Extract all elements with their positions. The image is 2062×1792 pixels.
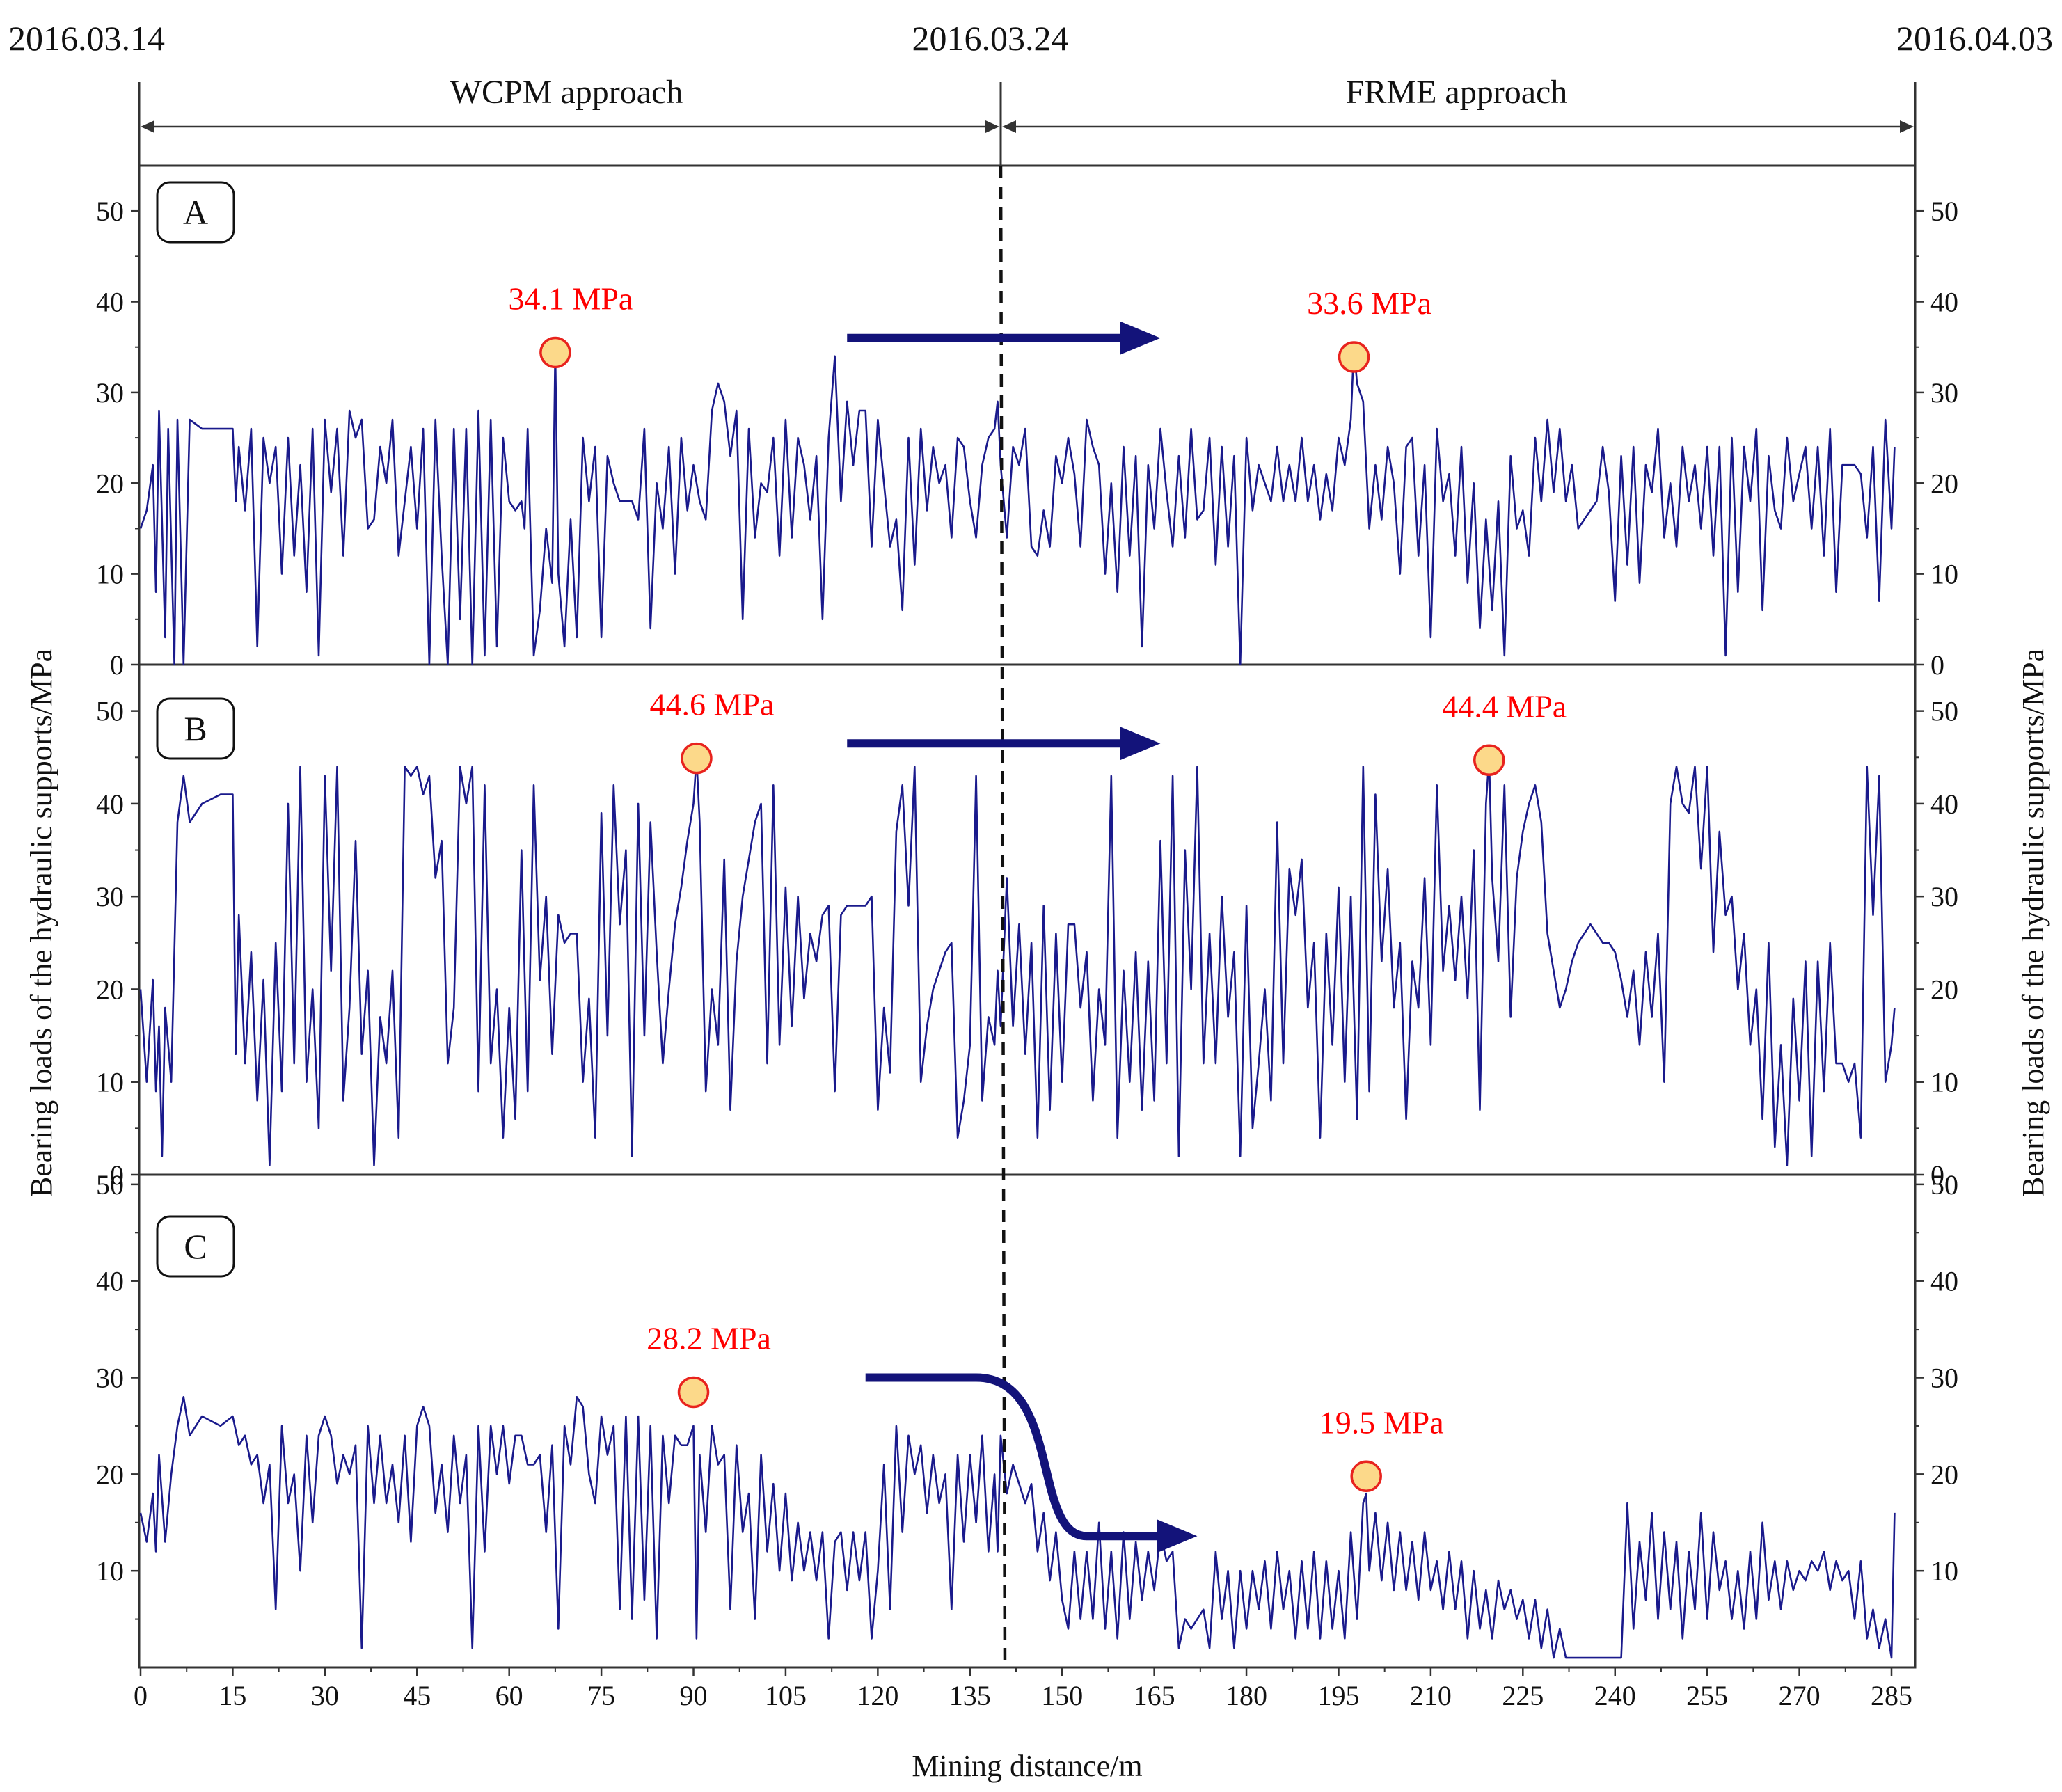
panel-a: 0 0 10 10 20 20 30 30 40 40 50 50 A 34.1 MPa 33.6 MPa xyxy=(96,181,1958,681)
x-tick-label: 15 xyxy=(219,1680,246,1711)
y-tick-label-right: 50 xyxy=(1930,696,1958,727)
peak-marker xyxy=(677,1376,710,1409)
x-tick-label: 255 xyxy=(1686,1680,1728,1711)
y-axis-title-right: Bearing loads of the hydraulic supports/… xyxy=(2016,649,2050,1197)
y-tick-label-left: 10 xyxy=(96,1067,124,1098)
panel-b: 0 0 10 10 20 20 30 30 40 40 50 50 B 44.6 MPa 44.4 MPa xyxy=(96,687,1958,1191)
y-tick-label-right: 10 xyxy=(1930,559,1958,590)
y-tick-label-right: 0 xyxy=(1930,1159,1944,1191)
x-axis: 0 15 30 45 60 75 90 105 120 135 150 165 180 195 210 225… xyxy=(134,1667,1912,1711)
x-tick-label: 180 xyxy=(1226,1680,1267,1711)
trend-arrow-curve xyxy=(865,1373,1177,1541)
panel-label-c: C xyxy=(184,1227,207,1266)
peak-label: 28.2 MPa xyxy=(647,1321,771,1356)
series-line-c xyxy=(139,1396,1896,1659)
date-middle: 2016.03.24 xyxy=(912,19,1069,58)
date-end: 2016.04.03 xyxy=(1896,19,2053,58)
x-tick-label: 210 xyxy=(1410,1680,1452,1711)
y-tick-label-right: 30 xyxy=(1930,881,1958,912)
y-tick-label-left: 40 xyxy=(96,1266,124,1297)
series-line-a xyxy=(139,346,1896,666)
y-tick-label-left: 30 xyxy=(96,377,124,409)
x-tick-label: 165 xyxy=(1134,1680,1175,1711)
trend-arrow-head xyxy=(1120,321,1161,355)
x-tick-label: 270 xyxy=(1779,1680,1821,1711)
y-tick-label-left: 50 xyxy=(96,696,124,727)
peak-label: 19.5 MPa xyxy=(1319,1404,1444,1440)
x-tick-label: 90 xyxy=(680,1680,708,1711)
x-tick-label: 45 xyxy=(403,1680,431,1711)
x-tick-label: 30 xyxy=(311,1680,339,1711)
y-tick-label-left: 20 xyxy=(96,468,124,499)
date-start: 2016.03.14 xyxy=(8,19,165,58)
peak-marker xyxy=(1338,341,1370,373)
x-tick-label: 150 xyxy=(1041,1680,1083,1711)
x-tick-label: 225 xyxy=(1502,1680,1544,1711)
y-tick-label-right: 30 xyxy=(1930,377,1958,409)
y-tick-label-right: 40 xyxy=(1930,788,1958,820)
x-tick-label: 195 xyxy=(1317,1680,1359,1711)
timeline-header: 2016.03.14 2016.03.24 2016.04.03 WCPM ap… xyxy=(8,19,2053,166)
panel-label-box xyxy=(156,1215,235,1278)
y-tick-label-left: 40 xyxy=(96,788,124,820)
x-tick-label: 75 xyxy=(587,1680,615,1711)
peak-label: 34.1 MPa xyxy=(508,280,633,316)
y-tick-label-right: 20 xyxy=(1930,974,1958,1005)
x-tick-label: 60 xyxy=(495,1680,523,1711)
y-tick-label-left: 40 xyxy=(96,287,124,318)
y-tick-label-left: 30 xyxy=(96,1363,124,1394)
peak-marker xyxy=(539,336,571,369)
panel-label-b: B xyxy=(184,709,207,748)
y-tick-label-right: 40 xyxy=(1930,1266,1958,1297)
x-tick-label: 135 xyxy=(949,1680,991,1711)
series-line-b xyxy=(139,756,1896,1166)
panel-label-a: A xyxy=(183,193,208,232)
panel-label-box xyxy=(156,181,235,244)
y-tick-label-right: 50 xyxy=(1930,1169,1958,1200)
y-tick-label-right: 10 xyxy=(1930,1067,1958,1098)
panel-label-box xyxy=(156,697,235,760)
x-tick-label: 105 xyxy=(765,1680,807,1711)
x-tick-label: 240 xyxy=(1594,1680,1636,1711)
trend-arrow-head xyxy=(1157,1519,1198,1553)
y-tick-label-right: 30 xyxy=(1930,1363,1958,1394)
y-tick-label-left: 50 xyxy=(96,196,124,227)
phase-label-wcpm: WCPM approach xyxy=(450,74,683,111)
y-tick-label-left: 10 xyxy=(96,1555,124,1587)
y-tick-label-left: 10 xyxy=(96,559,124,590)
y-tick-label-left: 0 xyxy=(110,1159,124,1191)
phase-label-frme: FRME approach xyxy=(1346,74,1568,111)
y-tick-label-right: 20 xyxy=(1930,1459,1958,1490)
x-axis-title: Mining distance/m xyxy=(912,1749,1142,1783)
y-tick-label-right: 0 xyxy=(1930,649,1944,681)
x-tick-label: 285 xyxy=(1871,1680,1912,1711)
y-tick-label-left: 20 xyxy=(96,1459,124,1490)
x-tick-label: 0 xyxy=(134,1680,148,1711)
y-tick-label-right: 40 xyxy=(1930,287,1958,318)
peak-marker xyxy=(681,742,713,775)
y-tick-label-right: 20 xyxy=(1930,468,1958,499)
trend-arrow-head xyxy=(1120,727,1161,761)
x-tick-label: 120 xyxy=(857,1680,898,1711)
y-tick-label-left: 0 xyxy=(110,649,124,681)
y-tick-label-left: 50 xyxy=(96,1169,124,1200)
y-tick-label-left: 30 xyxy=(96,881,124,912)
peak-label: 44.4 MPa xyxy=(1442,688,1567,724)
y-axis-title-left: Bearing loads of the hydraulic supports/… xyxy=(24,649,58,1197)
peak-label: 33.6 MPa xyxy=(1307,285,1431,321)
peak-marker xyxy=(1473,744,1505,777)
peak-marker xyxy=(1350,1460,1382,1493)
y-tick-label-right: 50 xyxy=(1930,196,1958,227)
y-tick-label-left: 20 xyxy=(96,974,124,1005)
y-tick-label-right: 10 xyxy=(1930,1555,1958,1587)
peak-label: 44.6 MPa xyxy=(649,687,774,722)
plot-frame xyxy=(138,164,1917,1669)
panel-c: 10 10 20 20 30 30 40 40 50 50 C 28.2 MPa 19.5 MPa xyxy=(96,1169,1958,1659)
